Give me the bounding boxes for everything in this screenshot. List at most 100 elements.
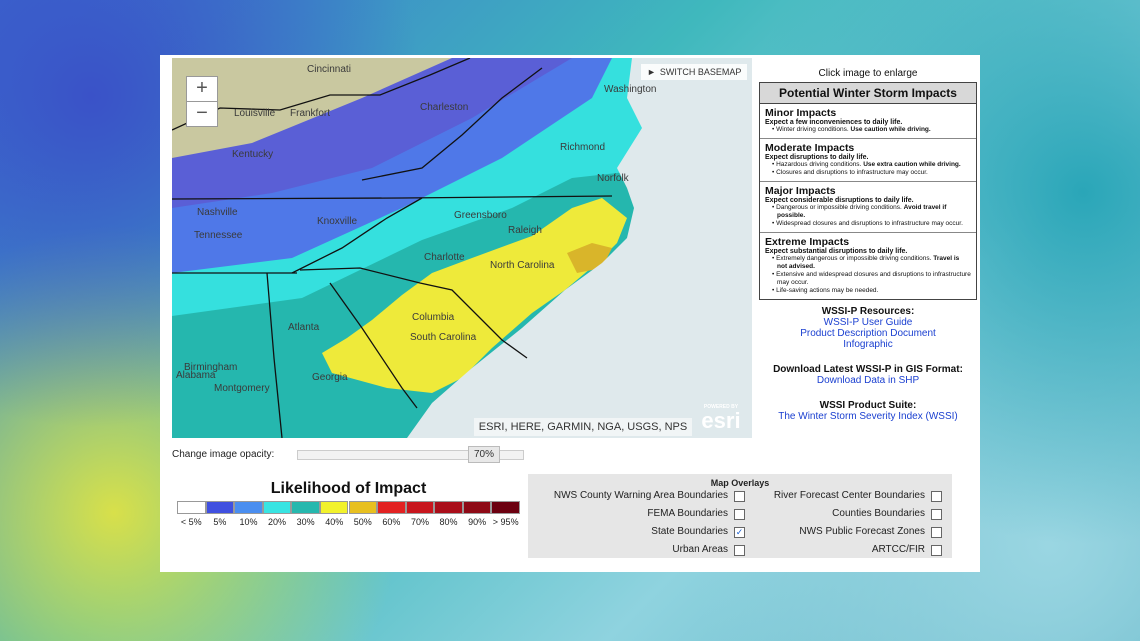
place-label: Alabama (176, 370, 216, 381)
legend-label: 90% (468, 517, 487, 527)
impact-section: Major Impacts Expect considerable disrupt… (760, 182, 976, 233)
overlay-checkbox[interactable] (734, 509, 745, 520)
overlay-checkbox[interactable]: ✓ (734, 527, 745, 538)
legend-label: 5% (213, 517, 227, 527)
bullet-text: Dangerous or impossible driving conditio… (776, 204, 902, 211)
state-boundary (266, 272, 283, 438)
resource-link[interactable]: WSSI-P User Guide (823, 317, 913, 328)
place-label: Charlotte (424, 252, 465, 263)
overlay-checkbox[interactable] (931, 491, 942, 502)
place-label: Norfolk (597, 173, 630, 184)
impact-summary: Expect a few inconveniences to daily lif… (765, 119, 903, 126)
place-label: Birmingham (184, 362, 237, 373)
zoom-in-button[interactable]: + (186, 76, 218, 102)
legend-swatch (262, 501, 292, 514)
zoom-out-button[interactable]: − (186, 101, 218, 127)
enlarge-hint: Click image to enlarge (818, 68, 918, 79)
legend-label: < 5% (180, 517, 202, 527)
place-label: Atlanta (288, 322, 320, 333)
impact-summary: Expect considerable disruptions to daily… (765, 197, 914, 204)
legend-label: 80% (439, 517, 458, 527)
overlay-label: Urban Areas (672, 544, 728, 555)
download-title: Download Latest WSSI-P in GIS Format: (773, 364, 963, 375)
impact-title: Major Impacts (765, 185, 836, 197)
switch-basemap-button[interactable]: ► SWITCH BASEMAP (641, 64, 747, 80)
overlay-label: NWS Public Forecast Zones (799, 526, 925, 537)
legend-label: 50% (353, 517, 372, 527)
band-yellow (322, 198, 627, 393)
overlay-checkbox[interactable] (734, 491, 745, 502)
place-label: Tennessee (194, 230, 243, 241)
legend-swatch (177, 501, 206, 514)
place-label: Knoxville (317, 216, 357, 227)
bullet-text: Winter driving conditions. (776, 126, 849, 133)
impact-title: Extreme Impacts (765, 236, 850, 248)
impact-bullet: • Hazardous driving conditions. Use extr… (772, 161, 961, 168)
place-label: Louisville (234, 108, 276, 119)
impact-summary: Expect disruptions to daily life. (765, 154, 869, 161)
legend-swatch (434, 501, 463, 514)
overlay-label: FEMA Boundaries (647, 508, 728, 519)
place-label: North Carolina (490, 260, 555, 271)
legend-swatch (377, 501, 406, 514)
powered-by: POWERED BY (703, 404, 739, 410)
bullet-text: Extremely dangerous or impossible drivin… (776, 255, 932, 262)
map[interactable]: Cincinnati Frankfort Louisville Charleston K… (172, 58, 752, 438)
impact-bullet: • Extensive and widespread closures and … (772, 271, 971, 286)
bullet-text: Extensive and widespread closures and di… (776, 271, 971, 286)
opacity-value[interactable]: 70% (468, 446, 500, 463)
opacity-slider[interactable] (297, 450, 524, 460)
switch-basemap-label: SWITCH BASEMAP (659, 67, 742, 77)
legend-swatch (491, 501, 520, 514)
place-label: Nashville (197, 207, 238, 218)
legend: < 5% 5% 10% 20% 30% 40% 50% 60% 70% 80% 90% > 95% (177, 501, 520, 531)
legend-swatch (291, 501, 320, 514)
bullet-text: Closures and disruptions to infrastructu… (776, 169, 928, 176)
legend-swatch (319, 501, 349, 514)
state-boundary (172, 195, 613, 200)
impacts-title: Potential Winter Storm Impacts (760, 83, 976, 104)
state-boundary (329, 282, 418, 409)
download-link[interactable]: Download Data in SHP (816, 375, 920, 386)
impact-bullet: • Widespread closures and disruptions to… (772, 220, 963, 227)
map-overlays: Map Overlays NWS County Warning Area Bou… (528, 474, 952, 558)
resource-link[interactable]: Product Description Document (800, 328, 936, 339)
state-boundary (299, 267, 528, 359)
overlay-label: NWS County Warning Area Boundaries (553, 490, 728, 501)
bullet-emphasis: Use extra caution while driving. (863, 161, 961, 168)
bullet-emphasis: Use caution while driving. (850, 126, 931, 133)
legend-label: 60% (382, 517, 401, 527)
sidebar: Click image to enlarge Potential Winter … (758, 68, 978, 422)
place-label: Columbia (412, 312, 455, 323)
impact-section: Moderate Impacts Expect disruptions to da… (760, 139, 976, 182)
state-boundary (361, 67, 543, 181)
impact-section: Minor Impacts Expect a few inconveniences… (760, 104, 976, 139)
overlay-checkbox[interactable] (734, 545, 745, 556)
place-label: Montgomery (214, 383, 270, 394)
place-label: South Carolina (410, 332, 477, 343)
impact-bullet: • Closures and disruptions to infrastruc… (772, 169, 928, 176)
overlay-label: Counties Boundaries (832, 508, 925, 519)
place-label: Cincinnati (307, 64, 351, 75)
legend-label: 40% (325, 517, 344, 527)
place-label: Washington (604, 84, 656, 95)
resources: WSSI-P Resources: WSSI-P User Guide Produ… (758, 306, 978, 350)
legend-label: 20% (268, 517, 287, 527)
overlay-checkbox[interactable] (931, 527, 942, 538)
place-label: Georgia (312, 372, 348, 383)
place-label: Raleigh (508, 225, 542, 236)
state-boundary (291, 197, 423, 274)
suite-title: WSSI Product Suite: (819, 400, 917, 411)
resource-link[interactable]: Infographic (843, 339, 893, 350)
overlay-label: State Boundaries (651, 526, 728, 537)
overlay-checkbox[interactable] (931, 545, 942, 556)
resources-title: WSSI-P Resources: (821, 306, 915, 317)
bullet-emphasis: Avoid travel if possible. (777, 204, 947, 219)
legend-title: Likelihood of Impact (270, 480, 427, 497)
legend-swatch (405, 501, 435, 514)
legend-label: 10% (239, 517, 258, 527)
impact-title: Moderate Impacts (765, 142, 855, 154)
suite-link[interactable]: The Winter Storm Severity Index (WSSI) (778, 411, 958, 422)
bullet-emphasis: Travel is not advised. (777, 255, 960, 270)
overlay-checkbox[interactable] (931, 509, 942, 520)
